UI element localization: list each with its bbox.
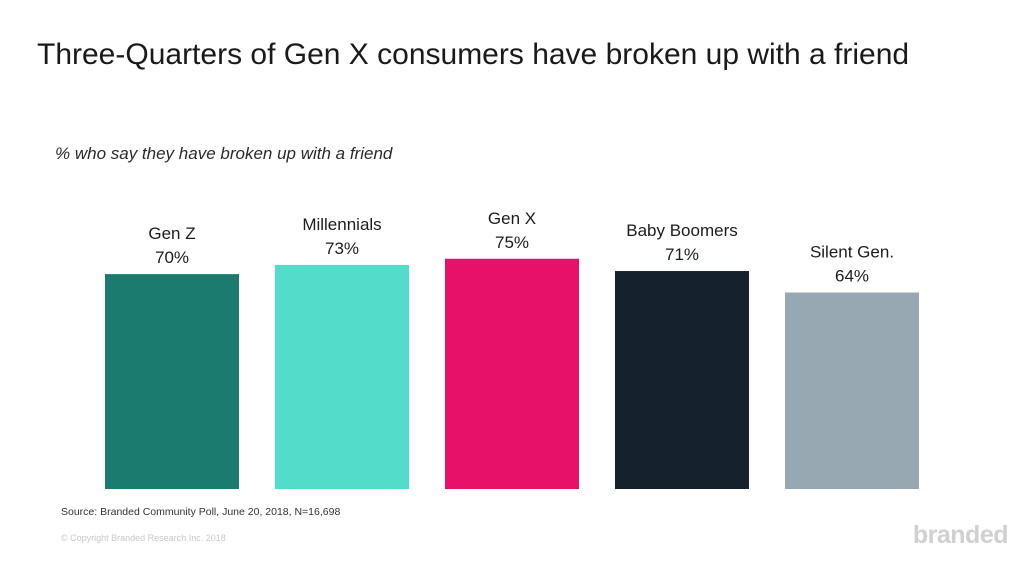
page-title: Three-Quarters of Gen X consumers have b… (37, 38, 910, 71)
bar-millennials (275, 264, 409, 489)
brand-logo: branded (912, 521, 1009, 549)
data-label: 75% (495, 233, 529, 252)
bar-silent-gen (785, 292, 919, 489)
category-label: Silent Gen. (810, 243, 894, 262)
bar-gen-z (105, 274, 239, 489)
category-label: Gen Z (148, 224, 195, 243)
source-note: Source: Branded Community Poll, June 20,… (61, 506, 341, 518)
category-label: Millennials (302, 215, 381, 234)
data-label: 73% (325, 239, 359, 258)
data-label: 71% (665, 245, 699, 264)
copyright-note: © Copyright Branded Research Inc. 2018 (61, 533, 226, 543)
category-label: Gen X (488, 209, 536, 228)
bar-baby-boomers (615, 271, 749, 489)
data-label: 64% (835, 267, 869, 286)
labels-layer: Gen Z 70% Millennials 73% Gen X 75% Baby Boome… (148, 209, 894, 286)
bar-gen-x (445, 258, 579, 489)
chart-subtitle: % who say they have broken up with a fri… (55, 144, 393, 163)
bars-layer (105, 258, 919, 489)
category-label: Baby Boomers (626, 221, 738, 240)
data-label: 70% (155, 248, 189, 267)
